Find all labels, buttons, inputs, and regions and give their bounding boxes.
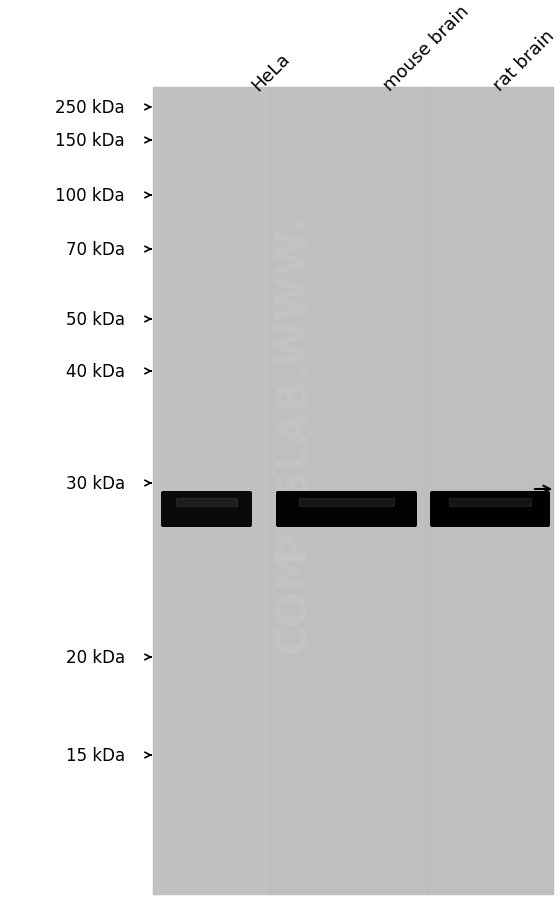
- Text: 30 kDa: 30 kDa: [66, 474, 125, 492]
- FancyBboxPatch shape: [276, 492, 417, 528]
- Text: 40 kDa: 40 kDa: [66, 363, 125, 381]
- Bar: [449, 498, 530, 506]
- Text: 150 kDa: 150 kDa: [55, 132, 125, 150]
- Bar: [268, 87, 427, 894]
- Text: 50 kDa: 50 kDa: [66, 310, 125, 328]
- Text: HeLa: HeLa: [248, 50, 293, 95]
- Bar: [298, 498, 394, 506]
- Text: PTGLAB.: PTGLAB.: [272, 360, 314, 559]
- Bar: [153, 87, 268, 894]
- Text: 250 kDa: 250 kDa: [55, 99, 125, 117]
- Text: WWW.: WWW.: [272, 215, 314, 364]
- Text: 20 kDa: 20 kDa: [66, 649, 125, 667]
- Text: rat brain: rat brain: [490, 27, 558, 95]
- FancyBboxPatch shape: [430, 492, 550, 528]
- Text: mouse brain: mouse brain: [380, 3, 473, 95]
- Text: 15 kDa: 15 kDa: [66, 746, 125, 764]
- Text: COM: COM: [272, 546, 314, 653]
- FancyBboxPatch shape: [161, 492, 252, 528]
- Text: 100 kDa: 100 kDa: [55, 187, 125, 205]
- Bar: [176, 498, 237, 506]
- Bar: [427, 87, 553, 894]
- Text: 70 kDa: 70 kDa: [66, 241, 125, 259]
- Bar: [153, 87, 553, 894]
